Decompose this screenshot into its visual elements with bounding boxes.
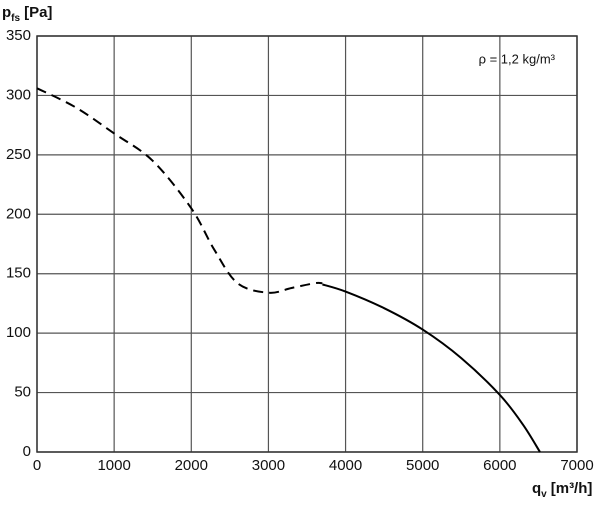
- x-axis-label: qv [m³/h]: [532, 480, 592, 500]
- x-tick-label: 7000: [560, 457, 593, 474]
- x-tick-label: 2000: [175, 457, 208, 474]
- y-tick-label: 200: [6, 205, 31, 222]
- y-tick-label: 50: [14, 384, 31, 401]
- x-tick-label: 6000: [483, 457, 516, 474]
- y-label-symbol: p: [2, 4, 11, 21]
- plot-frame: [36, 35, 578, 453]
- x-tick-label: 0: [33, 457, 41, 474]
- y-tick-label: 250: [6, 146, 31, 163]
- y-label-unit: [Pa]: [24, 4, 52, 21]
- x-label-symbol: q: [532, 480, 541, 497]
- x-tick-label: 4000: [329, 457, 362, 474]
- y-tick-label: 150: [6, 265, 31, 282]
- x-label-unit: [m³/h]: [551, 480, 593, 497]
- x-label-subscript: v: [541, 489, 547, 500]
- annotation: ρ = 1,2 kg/m³: [479, 51, 556, 66]
- y-axis-label: pfs [Pa]: [2, 4, 52, 24]
- y-label-subscript: fs: [11, 13, 20, 24]
- y-tick-label: 300: [6, 86, 31, 103]
- y-tick-label: 350: [6, 27, 31, 44]
- x-tick-label: 3000: [252, 457, 285, 474]
- fan-curve: [322, 283, 541, 453]
- y-tick-label: 100: [6, 324, 31, 341]
- x-tick-label: 1000: [97, 457, 130, 474]
- dashed-curve: [36, 87, 323, 294]
- x-tick-label: 5000: [406, 457, 439, 474]
- y-tick-label: 0: [23, 443, 31, 460]
